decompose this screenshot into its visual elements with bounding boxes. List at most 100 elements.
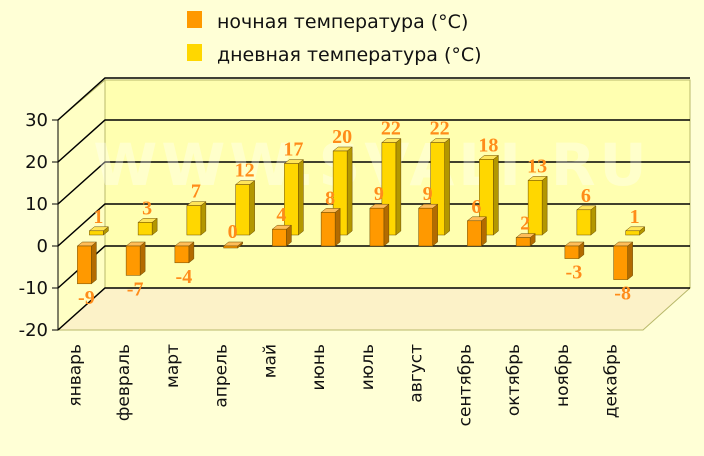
- bar-side: [334, 207, 341, 247]
- data-label-night: -8: [614, 283, 631, 305]
- data-label-day: 3: [142, 197, 152, 219]
- data-label-day: 22: [430, 118, 450, 140]
- gridline: [57, 245, 690, 289]
- data-label-night: -4: [176, 266, 193, 288]
- bar-day-3: [234, 180, 256, 236]
- data-label-night: 4: [276, 204, 286, 226]
- gridline: [57, 77, 690, 121]
- bar-night-11: [612, 241, 634, 281]
- bar-front: [235, 184, 250, 236]
- x-category-label: август: [407, 344, 427, 403]
- data-label-day: 7: [191, 181, 201, 203]
- bar-side: [383, 203, 390, 247]
- data-label-night: 9: [423, 183, 433, 205]
- bar-side: [590, 205, 597, 236]
- data-label-night: -3: [566, 262, 583, 284]
- bar-side: [627, 241, 633, 281]
- bar-front: [272, 228, 287, 247]
- bar-front: [125, 245, 141, 276]
- bar-day-0: [88, 226, 110, 236]
- bar-front: [284, 163, 299, 236]
- bar-day-9: [527, 175, 548, 236]
- bar-front: [89, 230, 104, 236]
- bar-front: [613, 245, 628, 280]
- bar-night-6: [369, 203, 390, 247]
- data-label-day: 12: [235, 160, 255, 182]
- bar-front: [369, 207, 385, 247]
- data-labels: 1 -9 3 -7 7 -4 12 0 17 4 20 8 22 9 22 9 18 6 13 2 6 -3 1 -8: [78, 118, 640, 309]
- data-label-night: 9: [374, 183, 384, 205]
- x-category-label: январь: [65, 344, 85, 407]
- x-category-label: июнь: [309, 344, 329, 391]
- y-tick-label: -10: [19, 278, 48, 299]
- bar-front: [77, 245, 92, 285]
- bar-side: [395, 138, 402, 236]
- bar-front: [223, 245, 238, 249]
- bars: [76, 138, 646, 285]
- bar-night-9: [515, 233, 536, 247]
- data-label-night: 2: [520, 213, 530, 235]
- bar-day-10: [576, 205, 597, 236]
- data-label-day: 13: [527, 155, 547, 177]
- bar-day-8: [478, 154, 500, 236]
- bar-side: [249, 180, 255, 236]
- data-label-day: 6: [581, 185, 591, 207]
- bar-front: [174, 245, 190, 264]
- data-label-night: 0: [228, 221, 238, 243]
- bar-night-4: [271, 224, 293, 247]
- x-category-label: октябрь: [504, 344, 524, 416]
- bar-front: [515, 237, 531, 247]
- bar-front: [576, 209, 592, 236]
- bar-side: [432, 203, 438, 247]
- x-category-label: ноябрь: [553, 344, 573, 407]
- bar-night-10: [564, 241, 585, 260]
- y-tick-label: 10: [25, 194, 48, 215]
- y-tick-label: 0: [37, 236, 48, 257]
- bar-night-3: [222, 241, 244, 249]
- bar-night-0: [76, 241, 98, 285]
- watermark: WWW.SVALI.RU: [93, 131, 650, 199]
- y-tick-label: -20: [19, 320, 48, 341]
- bar-front: [186, 205, 202, 236]
- legend-swatch-day: [187, 44, 202, 61]
- legend: ночная температура (°C) дневная температ…: [187, 11, 482, 66]
- bar-front: [320, 212, 336, 247]
- data-label-night: 6: [471, 196, 481, 218]
- bar-side: [200, 201, 207, 236]
- bar-night-8: [466, 216, 488, 247]
- floor-plane: [56, 287, 692, 331]
- x-axis-categories: январь февраль март апрель май июнь июль август…: [65, 344, 621, 426]
- x-category-label: март: [163, 344, 183, 388]
- bar-night-1: [125, 241, 146, 276]
- x-category-label: февраль: [114, 344, 134, 421]
- gridline: [57, 287, 690, 331]
- data-label-day: 1: [630, 206, 640, 228]
- bar-side: [493, 154, 499, 236]
- data-label-day: 18: [478, 134, 498, 156]
- y-tick-label: 30: [25, 110, 48, 131]
- legend-item-day: дневная температура (°C): [187, 44, 482, 66]
- legend-label-night: ночная температура (°C): [217, 11, 468, 33]
- x-category-label: июль: [358, 344, 378, 390]
- bar-day-1: [137, 217, 158, 236]
- data-label-night: 8: [325, 187, 335, 209]
- data-label-day: 17: [283, 139, 303, 161]
- bar-front: [137, 222, 153, 236]
- x-category-label: апрель: [212, 344, 232, 408]
- bar-front: [564, 245, 580, 259]
- x-category-label: май: [260, 344, 280, 378]
- legend-swatch-night: [187, 11, 202, 28]
- data-label-day: 20: [332, 126, 352, 148]
- data-label-night: -7: [127, 278, 144, 300]
- bar-night-5: [320, 207, 341, 247]
- data-label-day: 1: [93, 206, 103, 228]
- x-category-label: декабрь: [602, 344, 622, 418]
- bar-front: [418, 207, 433, 247]
- bar-day-11: [624, 226, 646, 236]
- bar-day-4: [283, 159, 305, 236]
- bar-side: [444, 138, 450, 236]
- bar-front: [527, 180, 543, 236]
- bar-side: [91, 241, 97, 285]
